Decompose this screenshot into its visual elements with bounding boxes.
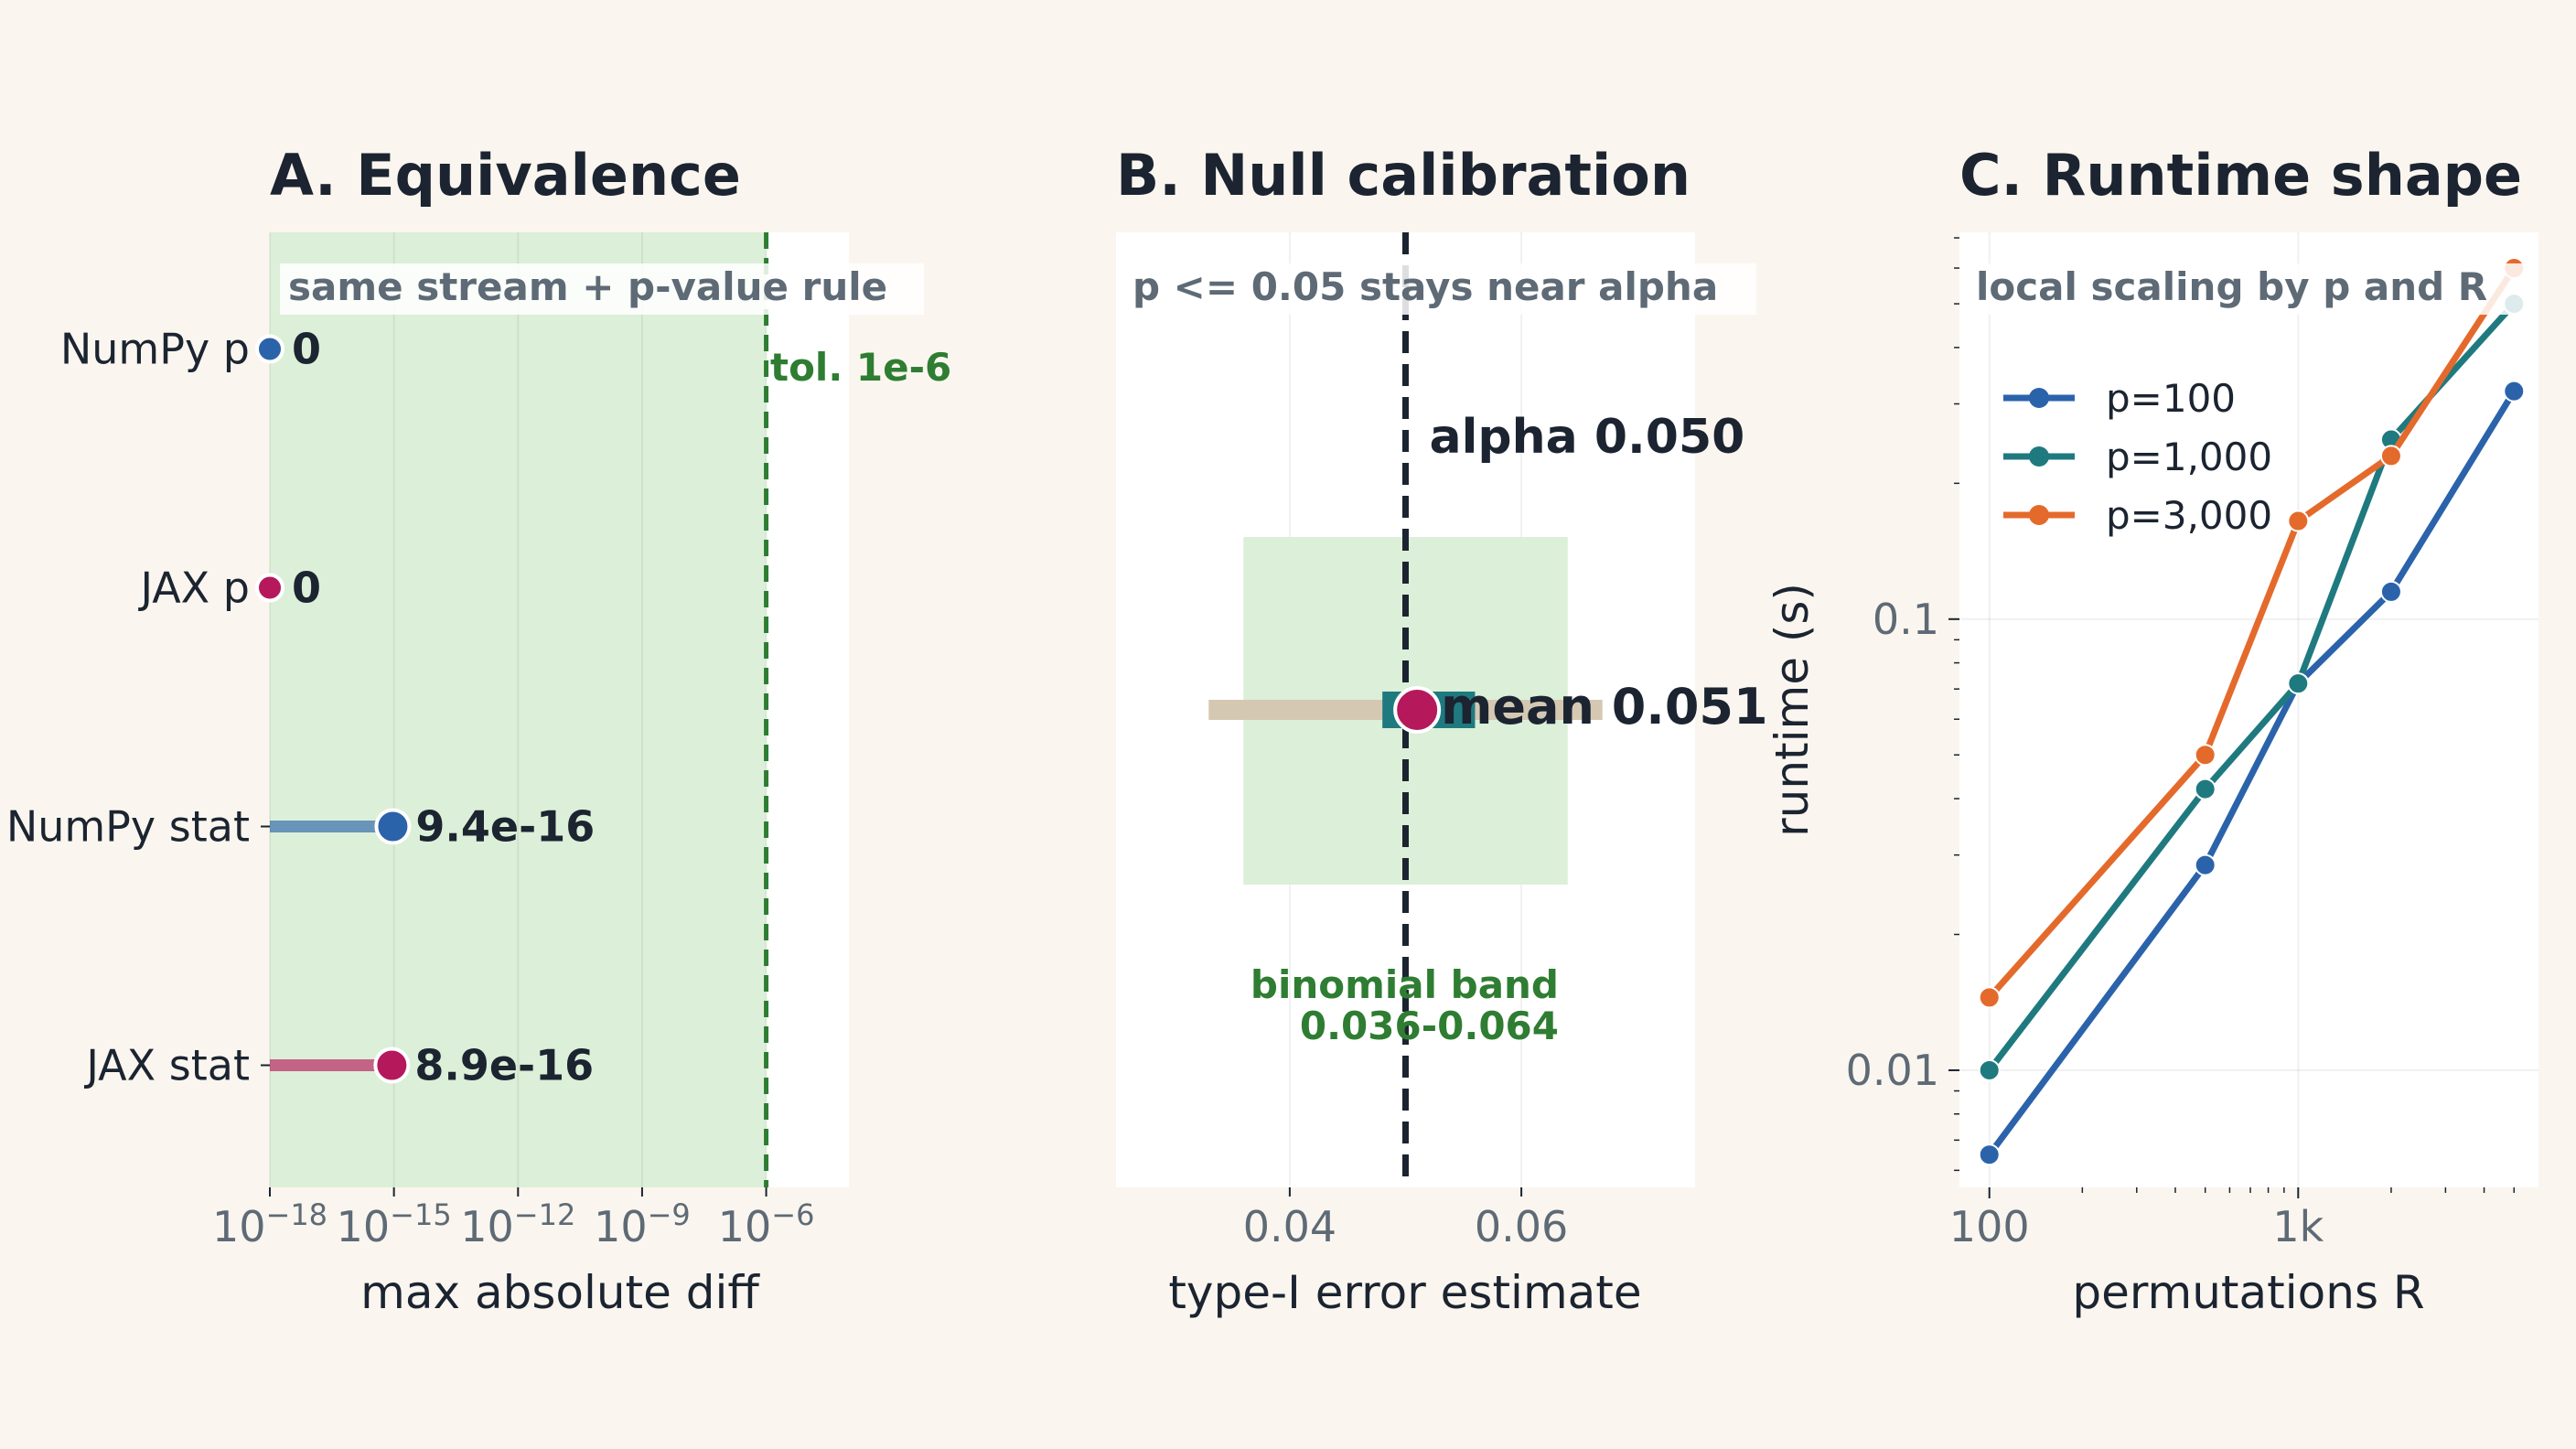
panel-c-annotation: local scaling by p and R (1976, 264, 2487, 309)
panel-c-y-tick-label: 0.01 (1846, 1046, 1939, 1095)
panel-a-y-tick-label: NumPy stat (6, 802, 250, 852)
panel-a-x-ticks: 10−18 10−15 10−12 10−9 10−6 (212, 1187, 814, 1251)
legend-label: p=3,000 (2106, 493, 2272, 538)
panel-c-title: C. Runtime shape (1959, 142, 2522, 209)
panel-c-plot-area (1959, 232, 2538, 1187)
legend-label: p=100 (2106, 376, 2236, 421)
panel-b-x-ticks: 0.04 0.06 (1243, 1187, 1568, 1251)
panel-c-series (1978, 257, 2526, 1166)
series-point (2379, 580, 2402, 603)
series-point (2194, 744, 2216, 767)
panel-c-runtime-shape: C. Runtime shape local scaling by p and … (1766, 142, 2538, 1319)
band-label-line1: binomial band (1250, 962, 1559, 1007)
panel-b-x-tick-label: 0.06 (1475, 1202, 1568, 1251)
series-point (2503, 380, 2526, 402)
legend-marker (2029, 446, 2049, 467)
series-point (2379, 445, 2402, 467)
series-point (2194, 778, 2216, 800)
panel-a-title: A. Equivalence (270, 142, 741, 209)
panel-a-point (255, 334, 284, 364)
panel-a-x-tick-label: 10−9 (594, 1197, 691, 1251)
panel-c-x-tick-label: 1k (2272, 1202, 2324, 1251)
mean-marker (1393, 686, 1442, 734)
mean-label: mean 0.051 (1441, 678, 1767, 735)
panel-c-y-label: runtime (s) (1766, 583, 1819, 837)
tolerance-label: tol. 1e-6 (770, 345, 951, 390)
series-point (2287, 672, 2310, 695)
panel-c-legend: p=100 p=1,000 p=3,000 (2003, 376, 2272, 538)
panel-c-y-tick-label: 0.1 (1873, 595, 1939, 644)
series-point (1978, 1058, 2001, 1081)
panel-a-x-label: max absolute diff (360, 1266, 760, 1319)
panel-a-marks: NumPy p 0 JAX p 0 NumPy stat 9.4e-16 JAX stat 8… (6, 325, 595, 1090)
panel-c-x-label: permutations R (2072, 1266, 2424, 1319)
panel-a-y-tick-label: NumPy p (60, 325, 250, 374)
legend-label: p=1,000 (2106, 435, 2272, 479)
panel-a-annotation: same stream + p-value rule (288, 264, 887, 309)
panel-a-point (374, 808, 412, 845)
panel-b-title: B. Null calibration (1116, 142, 1690, 209)
series-point (1978, 986, 2001, 1009)
panel-a-equivalence: A. Equivalence tol. 1e-6 same stream + p… (6, 142, 951, 1319)
panel-a-value-label: 0 (292, 325, 321, 374)
panel-c-x-tick-label: 100 (1949, 1202, 2030, 1251)
panel-a-value-label: 9.4e-16 (415, 802, 595, 852)
panel-a-x-tick-label: 10−6 (718, 1197, 815, 1251)
tolerance-pass-region (270, 232, 767, 1187)
band-label-line2: 0.036-0.064 (1300, 1004, 1559, 1048)
panel-a-y-tick-label: JAX stat (83, 1041, 250, 1090)
panel-a-value-label: 0 (292, 564, 321, 613)
panel-a-y-tick-label: JAX p (137, 564, 250, 613)
series-point (2194, 853, 2216, 876)
panel-a-annotation-box (280, 263, 924, 315)
panel-a-point (373, 1046, 411, 1084)
legend-marker (2029, 505, 2049, 525)
series-point (1978, 1143, 2001, 1166)
legend-marker (2029, 388, 2049, 408)
alpha-label: alpha 0.050 (1430, 410, 1745, 465)
panel-b-annotation-box (1122, 263, 1756, 315)
panel-b-x-label: type-I error estimate (1168, 1266, 1641, 1319)
panel-a-point (255, 573, 284, 603)
panel-c-annotation-box (1967, 263, 2538, 315)
panel-b-null-calibration: B. Null calibration mean 0.051 alpha 0.0… (1116, 142, 1768, 1319)
panel-b-annotation: p <= 0.05 stays near alpha (1132, 264, 1718, 309)
panel-a-value-label: 8.9e-16 (414, 1041, 594, 1090)
series-point (2287, 510, 2310, 532)
panel-c-ticks: 0.01 0.1 100 1k (1846, 237, 2516, 1251)
panel-b-x-tick-label: 0.04 (1243, 1202, 1336, 1251)
